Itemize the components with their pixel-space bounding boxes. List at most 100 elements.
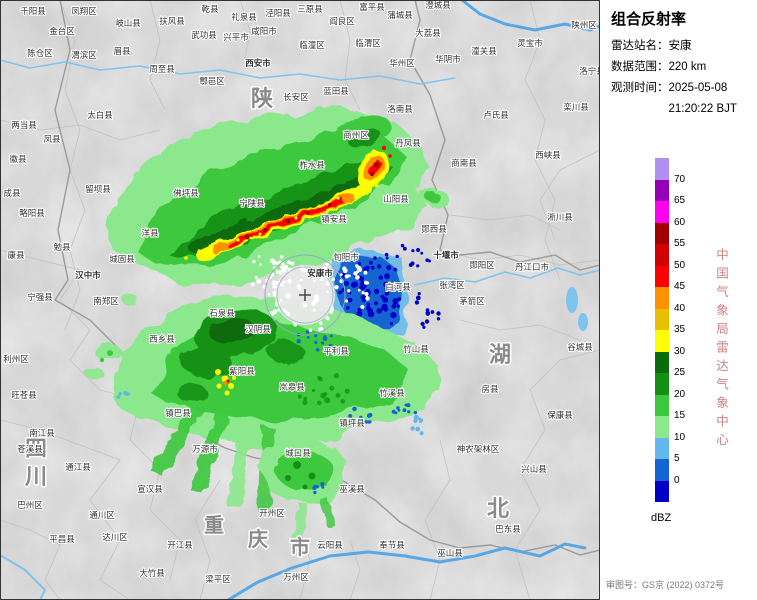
place-label: 奉节县 (379, 540, 405, 550)
radar-echo (258, 232, 262, 236)
legend-value: 15 (674, 410, 686, 421)
legend-value: 20 (674, 388, 686, 400)
place-label: 宁陕县 (239, 198, 265, 208)
place-label: 达川区 (102, 532, 128, 542)
radar-echo (226, 379, 230, 383)
legend-level: 55 (655, 238, 685, 266)
radar-echo (385, 256, 389, 260)
radar-echo (216, 383, 222, 389)
place-label: 康县 (7, 250, 25, 260)
rivers-group (0, 0, 600, 600)
place-label: 渭滨区 (71, 50, 97, 60)
radar-echo (126, 392, 130, 396)
place-label: 金台区 (49, 26, 75, 36)
radar-echo (326, 290, 330, 294)
place-label: 西峡县 (535, 150, 561, 160)
radar-echo (85, 367, 103, 379)
radar-echo (410, 426, 415, 431)
range-row: 数据范围：220 km (611, 57, 737, 78)
place-label: 勉县 (53, 242, 71, 252)
place-label: 平昌县 (49, 534, 75, 544)
province-label: 陕 (251, 86, 273, 111)
radar-echo (397, 408, 401, 412)
radar-echo (360, 304, 365, 310)
radar-echo (381, 145, 387, 151)
radar-echo (269, 275, 273, 279)
dbz-unit-label: dBZ (651, 512, 672, 524)
radar-echo (283, 280, 286, 284)
radar-echo (343, 280, 349, 286)
dbz-legend: 70 65 60 55 50 45 40 35 30 25 20 15 10 5 0 dBZ (651, 158, 685, 524)
place-label: 阎良区 (329, 16, 355, 26)
boundary-line (239, 0, 251, 61)
radar-echo (383, 307, 389, 312)
radar-echo (262, 285, 267, 289)
radar-echo (370, 265, 375, 270)
place-label: 白河县 (385, 282, 411, 292)
legend-value: 25 (674, 367, 686, 378)
radar-info: 雷达站名：安康 数据范围：220 km 观测时间：2025-05-08 21:20… (611, 36, 737, 120)
radar-echo (378, 275, 383, 280)
boundary-line (429, 94, 600, 271)
radar-echo (276, 280, 280, 285)
radar-echo (352, 406, 357, 412)
legend-level: 40 (655, 303, 685, 330)
place-label: 眉县 (113, 46, 131, 56)
radar-echo (359, 286, 364, 291)
place-label: 栾川县 (563, 102, 589, 112)
radar-echo (430, 310, 435, 314)
boundary-line (0, 249, 101, 391)
radar-echo (184, 256, 188, 260)
legend-value: 10 (674, 431, 686, 443)
radar-echo (395, 254, 399, 259)
radar-echo (411, 249, 415, 253)
legend-value: 5 (674, 453, 680, 464)
radar-echo (177, 384, 207, 402)
legend-level: 15 (655, 410, 685, 438)
radar-echo (302, 302, 308, 308)
radar-echo (364, 291, 369, 297)
radar-echo (420, 321, 425, 326)
radar-echo (282, 308, 287, 313)
place-label: 临潼区 (299, 40, 325, 50)
radar-echo (299, 265, 305, 271)
place-label: 竹山县 (403, 344, 429, 354)
radar-echo (315, 348, 320, 352)
radar-echo (345, 306, 350, 310)
place-label: 巫溪县 (339, 484, 365, 494)
radar-echo (334, 285, 339, 290)
place-label: 南江县 (29, 428, 55, 438)
radar-echo (272, 290, 277, 295)
radar-echo (272, 293, 277, 298)
place-label: 郧西县 (421, 224, 447, 234)
place-label: 略阳县 (19, 208, 45, 218)
place-label: 房县 (481, 384, 499, 394)
time-row: 观测时间：2025-05-08 21:20:22 BJT (611, 78, 737, 120)
radar-echo (325, 316, 330, 321)
place-label: 竹溪县 (379, 388, 405, 398)
place-label: 临渭区 (355, 38, 381, 48)
radar-echo (366, 302, 371, 307)
station-label: 雷达站名： (611, 40, 669, 52)
radar-echo (311, 300, 316, 306)
radar-echo (325, 281, 331, 286)
place-label: 大荔县 (415, 28, 441, 38)
place-label: 镇巴县 (165, 408, 191, 418)
radar-echo (317, 400, 322, 406)
legend-value: 45 (674, 281, 686, 292)
place-label: 凤翔区 (71, 6, 97, 16)
radar-echo (384, 291, 390, 296)
radar-echo (425, 258, 430, 263)
legend-level: 60 (655, 217, 685, 244)
radar-echo (389, 322, 394, 326)
radar-echo (315, 485, 319, 489)
radar-echo (373, 288, 380, 295)
radar-echo (358, 275, 365, 282)
legend-value: 55 (674, 238, 686, 249)
radar-echo (190, 410, 229, 494)
map-approval-number: 审图号：GS京 (2022) 0372号 (606, 580, 725, 590)
radar-echo-group (85, 108, 450, 540)
boundary-line (524, 0, 561, 281)
